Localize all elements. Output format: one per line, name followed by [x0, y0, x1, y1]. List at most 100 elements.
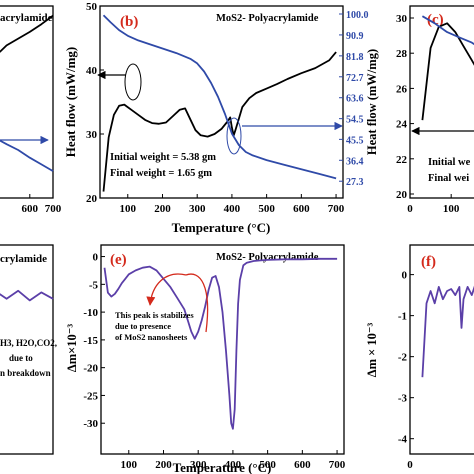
panel-e: (e) MoS2- Polyacrylamide This peak is st…: [65, 244, 346, 474]
panel-b-ellipse-heatflow: [124, 63, 142, 101]
panel-a-xtick-label: 700: [45, 203, 62, 215]
panel-a-heatflow-series: [0, 14, 54, 53]
panel-c-ytick-label: 26: [396, 83, 408, 95]
panel-b-right-ytick-label: 54.5: [346, 115, 364, 126]
panel-b-title: MoS2- Polyacrylamide: [216, 13, 319, 24]
panel-b-xtick-label: 300: [189, 203, 206, 215]
panel-f-ytick-label: -4: [398, 434, 408, 446]
panel-b-ellipse-weight: [226, 117, 242, 155]
panel-c-ytick-label: 30: [396, 13, 408, 25]
panel-b-right-ytick-label: 100.0: [346, 10, 369, 21]
panel-b-xtick-label: 700: [328, 203, 345, 215]
panel-b-right-ytick-label: 45.5: [346, 135, 364, 146]
panel-f: (f) 0 0 -1 -2 -3 -4 Δm × 10⁻³: [365, 244, 474, 471]
panel-e-red-arrow: [146, 273, 187, 306]
panel-f-ytick-label: -2: [398, 352, 408, 364]
panel-f-dtg-series: [421, 285, 474, 378]
panel-b-right-ytick-label: 72.7: [346, 73, 364, 84]
panel-b-xtick-label: 100: [120, 203, 137, 215]
panel-e-annotation-1: This peak is stabilizes: [115, 310, 194, 320]
panel-c-xtick-label: 100: [443, 203, 460, 215]
panel-e-xtick-label: 600: [294, 459, 311, 471]
panel-c-ylabel: Heat flow (mW/mg): [365, 49, 379, 155]
panel-b-xtick-label: 500: [258, 203, 275, 215]
panel-c-ytick-label: 24: [396, 119, 408, 131]
panel-d-frame: [0, 244, 54, 455]
panel-b-xlabel: Temperature (°C): [172, 220, 271, 235]
panel-f-xtick-label: 0: [407, 459, 413, 471]
panel-e-xtick-label: 700: [329, 459, 346, 471]
panel-f-label: (f): [421, 254, 436, 270]
panel-b-right-ytick-label: 63.6: [346, 94, 364, 105]
panel-e-xtick-label: 500: [259, 459, 276, 471]
panel-b-right-ytick-label: 81.8: [346, 52, 364, 63]
panel-e-xtick-label: 200: [155, 459, 172, 471]
panel-c-label: (c): [427, 12, 444, 28]
panel-e-annotation-3: of MoS2 nanosheets: [115, 332, 188, 342]
panel-b-left-ytick-label: 20: [86, 193, 98, 205]
panel-c: (c) Initial we Final wei 0 100 20 22 24 26 28 3…: [365, 5, 474, 215]
panel-e-title: MoS2- Polyacrylamide: [216, 252, 319, 263]
panel-a-title: acrylamide: [0, 12, 53, 24]
panel-a-frame: [0, 5, 54, 199]
panel-b-annotation-initial: Initial weight = 5.38 gm: [110, 152, 216, 163]
panel-c-frame: [409, 5, 474, 199]
panel-b-xtick-label: 600: [293, 203, 310, 215]
panel-e-dtg-series: [103, 257, 338, 430]
panel-e-xtick-label: 100: [121, 459, 138, 471]
panel-e-ytick-label: -20: [83, 363, 98, 375]
panel-b-annotation-final: Final weight = 1.65 gm: [110, 168, 212, 179]
panel-d-dtg-series: [0, 289, 54, 302]
panel-e-xtick-label: 300: [190, 459, 207, 471]
panel-a: acrylamide 600 700: [0, 5, 62, 215]
panel-f-ytick-label: 0: [402, 270, 408, 282]
panel-d: crylamide H3, H2O,CO2, due to n breakdow…: [0, 244, 57, 455]
panel-b-frame: [99, 5, 344, 199]
panel-d-annotation-2: due to: [9, 353, 33, 363]
panel-f-ytick-label: -3: [398, 393, 408, 405]
panel-f-ytick-label: -1: [398, 311, 407, 323]
panel-c-heatflow-series: [421, 22, 474, 121]
panel-a-xtick-label: 600: [22, 203, 39, 215]
panel-a-weight-series: [0, 139, 54, 172]
panel-e-xtick-label: 400: [225, 459, 242, 471]
panel-b-left-ytick-label: 50: [86, 1, 98, 13]
panel-b-heatflow-series: [102, 51, 337, 192]
panel-e-frame: [100, 244, 345, 455]
panel-e-ytick-label: -25: [83, 390, 98, 402]
panel-c-ytick-label: 28: [396, 48, 408, 60]
panel-e-ytick-label: -10: [83, 307, 98, 319]
panel-e-label: (e): [110, 252, 127, 268]
panel-b-left-ytick-label: 40: [86, 65, 98, 77]
panel-e-ytick-label: -15: [83, 335, 98, 347]
panel-b-ylabel-left: Heat flow (mW/mg): [63, 47, 78, 157]
panel-b-xtick-label: 200: [154, 203, 171, 215]
panel-e-red-curve: [185, 273, 209, 333]
panel-c-weight-series: [421, 15, 474, 46]
panel-b-right-ytick-label: 27.3: [346, 177, 364, 188]
panel-c-annotation-initial: Initial we: [428, 157, 471, 168]
panel-b-label: (b): [120, 14, 138, 30]
panel-e-ytick-label: -30: [83, 418, 98, 430]
panel-c-ytick-label: 20: [396, 189, 408, 201]
panel-e-ytick-label: 0: [93, 252, 99, 264]
panel-d-annotation-1: H3, H2O,CO2,: [0, 338, 57, 348]
panel-b: (b) MoS2- Polyacrylamide Initial weight …: [63, 1, 369, 235]
panel-b-right-ytick-label: 90.9: [346, 31, 364, 42]
panel-c-ytick-label: 22: [396, 154, 408, 166]
panel-b-left-ytick-label: 30: [86, 129, 98, 141]
panel-f-frame: [409, 244, 474, 455]
panel-d-annotation-3: n breakdown: [0, 368, 51, 378]
panel-c-annotation-final: Final wei: [428, 173, 469, 184]
panel-e-xlabel: Temperature (°C): [173, 460, 272, 474]
panel-e-annotation-2: due to presence: [115, 321, 171, 331]
panel-c-xtick-label: 0: [407, 203, 413, 215]
panel-e-ytick-label: -5: [89, 279, 99, 291]
panel-e-ylabel: Δm×10⁻³: [65, 324, 79, 372]
panel-b-weight-series: [102, 14, 337, 180]
panel-b-xtick-label: 400: [224, 203, 241, 215]
panel-b-right-ytick-label: 36.4: [346, 156, 364, 167]
panel-d-title: crylamide: [0, 253, 47, 265]
panel-f-ylabel: Δm × 10⁻³: [365, 323, 379, 378]
